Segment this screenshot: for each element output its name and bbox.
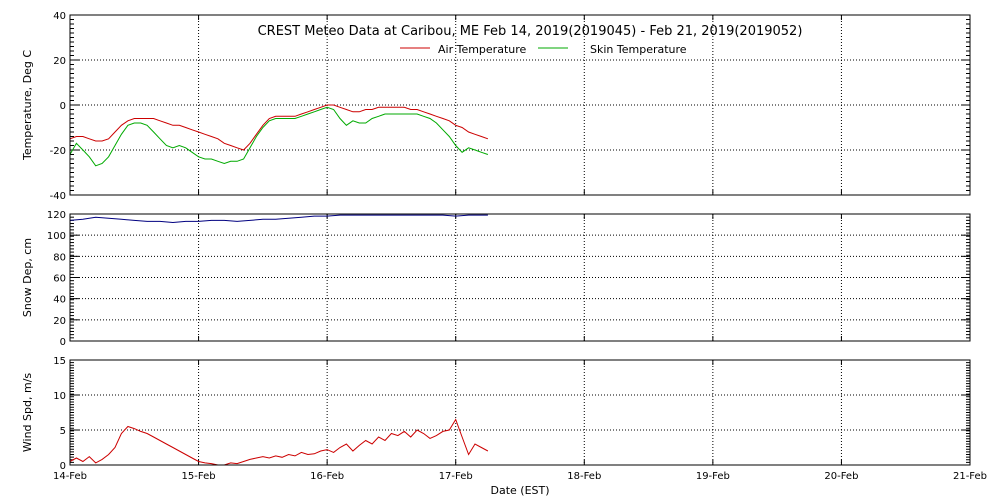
y-tick-label: -40 bbox=[50, 191, 66, 202]
x-tick-label: 14-Feb bbox=[53, 471, 87, 482]
series-line-1-2 bbox=[69, 106, 489, 167]
x-tick-label: 21-Feb bbox=[953, 471, 987, 482]
y-axis-title: Snow Dep, cm bbox=[21, 238, 34, 317]
y-tick-label: -20 bbox=[50, 146, 66, 157]
x-tick-label: 19-Feb bbox=[696, 471, 730, 482]
series-line-2-1 bbox=[69, 214, 488, 224]
panel-frame bbox=[69, 213, 971, 342]
panel-2: 0 20 40 60 80 100 120 Snow Dep, cm bbox=[21, 210, 971, 348]
series-line-3-1 bbox=[69, 418, 489, 466]
y-tick-label: 20 bbox=[53, 316, 66, 327]
y-tick-label: 0 bbox=[60, 337, 66, 348]
y-tick-label: 80 bbox=[53, 252, 66, 263]
x-tick-label: 17-Feb bbox=[439, 471, 473, 482]
series-line-1-1 bbox=[69, 104, 489, 151]
legend-label-2: Skin Temperature bbox=[590, 43, 687, 56]
chart-legend: Air Temperature Skin Temperature bbox=[400, 43, 687, 56]
panel-3: 0 5 10 15 Wind Spd, m/s bbox=[21, 356, 971, 472]
x-tick-label: 18-Feb bbox=[567, 471, 601, 482]
y-tick-label: 0 bbox=[60, 461, 66, 472]
x-tick-label: 20-Feb bbox=[824, 471, 858, 482]
y-tick-label: 120 bbox=[47, 210, 66, 221]
y-axis-title: Temperature, Deg C bbox=[21, 50, 34, 161]
y-tick-label: 20 bbox=[53, 56, 66, 67]
chart-title: CREST Meteo Data at Caribou, ME Feb 14, … bbox=[258, 24, 803, 39]
panel-frame bbox=[69, 14, 971, 196]
y-tick-label: 0 bbox=[60, 101, 66, 112]
x-axis-tick-labels: 14-Feb 15-Feb 16-Feb 17-Feb 18-Feb 19-Feb 20-F… bbox=[53, 471, 987, 482]
x-tick-label: 15-Feb bbox=[182, 471, 216, 482]
y-tick-label: 40 bbox=[53, 295, 66, 306]
chart-panels: -40 -20 0 20 40 Temperature, Deg C 0 20 40 60 80 10… bbox=[21, 11, 971, 472]
y-tick-label: 100 bbox=[47, 231, 66, 242]
x-tick-label: 16-Feb bbox=[310, 471, 344, 482]
y-tick-label: 40 bbox=[53, 11, 66, 22]
y-axis-title: Wind Spd, m/s bbox=[21, 373, 34, 453]
x-axis-title: Date (EST) bbox=[490, 484, 549, 497]
panel-frame bbox=[69, 359, 971, 466]
y-tick-label: 5 bbox=[60, 426, 66, 437]
legend-label-1: Air Temperature bbox=[438, 43, 527, 56]
y-tick-label: 10 bbox=[53, 391, 66, 402]
y-tick-label: 15 bbox=[53, 356, 66, 367]
y-tick-label: 60 bbox=[53, 274, 66, 285]
panel-1: -40 -20 0 20 40 Temperature, Deg C bbox=[21, 11, 971, 202]
